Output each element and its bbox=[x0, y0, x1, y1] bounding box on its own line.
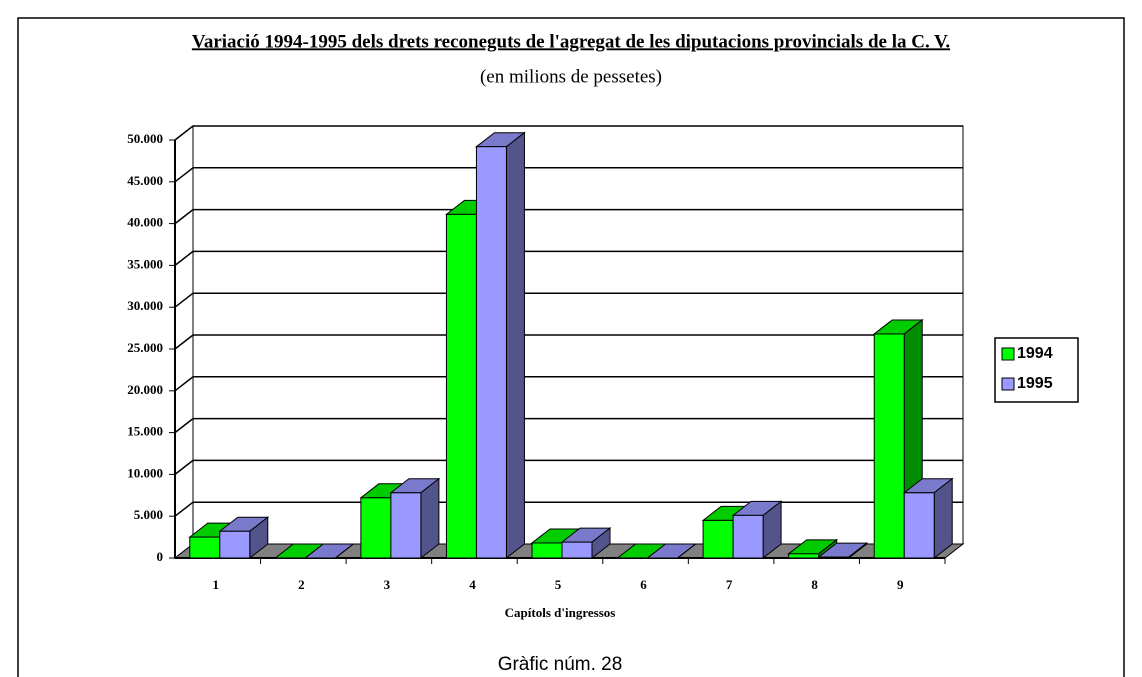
y-tick-label: 35.000 bbox=[127, 256, 163, 271]
y-tick-label: 50.000 bbox=[127, 131, 163, 146]
caption: Gràfic núm. 28 bbox=[498, 654, 623, 675]
x-tick-label: 5 bbox=[555, 577, 562, 592]
y-tick-label: 45.000 bbox=[127, 173, 163, 188]
grid-line bbox=[174, 125, 194, 141]
grid-line bbox=[174, 459, 194, 475]
bar bbox=[445, 213, 477, 559]
x-tick-label: 3 bbox=[384, 577, 391, 592]
bar bbox=[903, 492, 935, 559]
bar bbox=[475, 146, 507, 559]
x-tick-label: 7 bbox=[726, 577, 733, 592]
bar-side bbox=[420, 477, 440, 560]
x-tick-label: 4 bbox=[469, 577, 476, 592]
legend-swatch bbox=[1001, 377, 1015, 391]
bar bbox=[702, 519, 734, 559]
grid-line bbox=[174, 418, 194, 434]
grid-line bbox=[174, 501, 194, 517]
legend-label: 1994 bbox=[1017, 345, 1053, 362]
grid-line bbox=[174, 376, 194, 392]
x-tick-label: 1 bbox=[213, 577, 220, 592]
chart-title: Variació 1994-1995 dels drets reconeguts… bbox=[192, 31, 950, 52]
grid-line bbox=[174, 250, 194, 266]
y-tick-label: 0 bbox=[157, 549, 164, 564]
chart-subtitle: (en milions de pessetes) bbox=[480, 66, 662, 87]
x-tick-label: 2 bbox=[298, 577, 305, 592]
y-tick-label: 30.000 bbox=[127, 298, 163, 313]
grid-line bbox=[174, 209, 194, 225]
bar bbox=[219, 530, 251, 559]
bar-side bbox=[933, 477, 953, 560]
x-tick-label: 8 bbox=[811, 577, 818, 592]
y-tick-label: 5.000 bbox=[134, 507, 163, 522]
frame bbox=[17, 17, 1125, 677]
bar bbox=[531, 542, 563, 559]
bar-side bbox=[335, 543, 354, 559]
legend-label: 1995 bbox=[1017, 375, 1053, 392]
bar-side bbox=[505, 131, 525, 560]
bar bbox=[189, 536, 221, 559]
x-tick-label: 9 bbox=[897, 577, 904, 592]
y-tick-label: 20.000 bbox=[127, 382, 163, 397]
bar bbox=[788, 553, 820, 559]
bar bbox=[390, 492, 422, 559]
bar bbox=[561, 541, 593, 559]
bar bbox=[732, 514, 764, 559]
x-axis-title: Capítols d'ingressos bbox=[505, 605, 616, 620]
y-tick-label: 40.000 bbox=[127, 215, 163, 230]
grid-line bbox=[174, 334, 194, 350]
legend-swatch bbox=[1001, 347, 1015, 361]
bar bbox=[873, 333, 905, 559]
grid-line bbox=[174, 167, 194, 183]
y-tick-label: 25.000 bbox=[127, 340, 163, 355]
bar bbox=[818, 556, 850, 559]
y-tick-label: 15.000 bbox=[127, 424, 163, 439]
bar bbox=[360, 497, 392, 559]
y-tick-label: 10.000 bbox=[127, 465, 163, 480]
bar-side bbox=[677, 543, 696, 559]
grid-line bbox=[174, 292, 194, 308]
x-tick-label: 6 bbox=[640, 577, 647, 592]
